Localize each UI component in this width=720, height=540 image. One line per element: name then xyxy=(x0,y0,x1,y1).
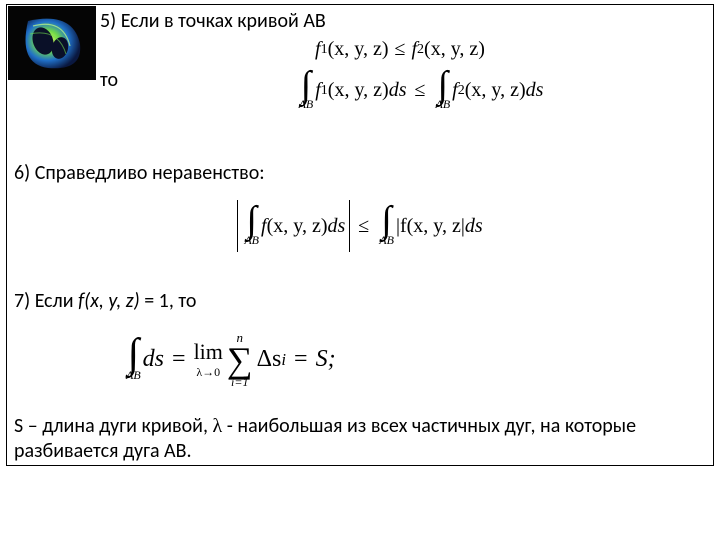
item-5-block: 5) Если в точках кривой АВ f1(x, y, z) ≤… xyxy=(100,8,700,114)
formula-int-ds-sum: ∫ AB ds = lim λ→0 n ∑ i=1 Δsi = S; xyxy=(124,330,706,390)
integral-icon: ∫ AB xyxy=(299,69,314,112)
integral-icon: ∫ AB xyxy=(435,69,450,112)
sum-icon: n ∑ i=1 xyxy=(227,330,253,390)
formula-abs-int-leq: ∫ AB f(x, y, z)ds ≤ ∫ AB |f(x, y, z|ds xyxy=(14,200,706,252)
fractal-logo xyxy=(8,6,96,80)
item-6-heading: 6) Справедливо неравенство: xyxy=(14,160,706,186)
abs-bar-left: ∫ AB f(x, y, z)ds xyxy=(237,200,350,252)
integral-icon: ∫ AB xyxy=(379,204,394,247)
item-5-heading: 5) Если в точках кривой АВ xyxy=(100,8,700,34)
formula-int-f1-leq-int-f2: ∫ AB f1(x, y, z)ds ≤ ∫ AB f2(x, y, z)ds xyxy=(140,69,700,112)
item-7-block: 7) Если f(x, y, z) = 1, то ∫ AB ds = lim… xyxy=(14,288,706,392)
integral-icon: ∫ AB xyxy=(126,337,141,384)
footer-text: S – длина дуги кривой, λ - наибольшая из… xyxy=(14,414,714,464)
item-6-block: 6) Справедливо неравенство: ∫ AB f(x, y,… xyxy=(14,160,706,254)
integral-icon: ∫ AB xyxy=(244,204,259,247)
item-7-heading: 7) Если f(x, y, z) = 1, то xyxy=(14,288,706,314)
formula-f1-leq-f2: f1(x, y, z) ≤ f2(x, y, z) xyxy=(100,38,700,61)
lim-block: lim λ→0 xyxy=(194,339,223,380)
